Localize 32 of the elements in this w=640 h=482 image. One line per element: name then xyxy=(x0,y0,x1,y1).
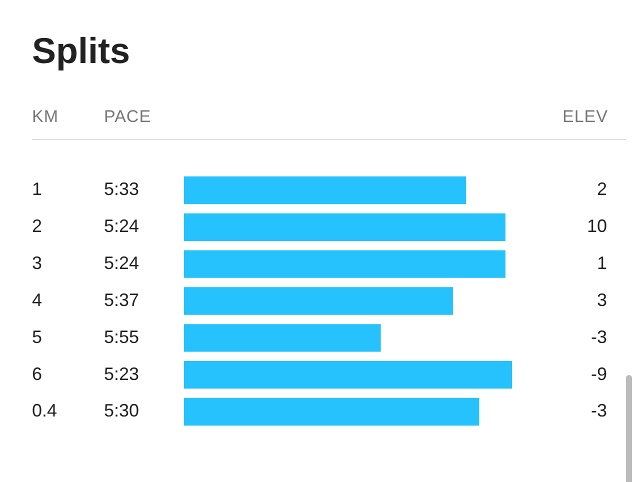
text: 10 xyxy=(586,216,607,236)
y-axis-title: KM xyxy=(32,107,58,127)
text: 5:24 xyxy=(104,253,140,274)
bar xyxy=(184,398,480,426)
y-tick-label: 4 xyxy=(32,290,42,310)
text: 5:30 xyxy=(104,400,140,421)
bar xyxy=(184,213,506,242)
bar xyxy=(184,360,512,389)
chart-title: Splits xyxy=(32,30,130,72)
text: 1 xyxy=(596,253,607,274)
text: PACE xyxy=(104,107,152,127)
text: 3 xyxy=(596,290,607,310)
bar xyxy=(184,250,506,278)
text: 5:37 xyxy=(104,290,140,310)
y-tick-label: 6 xyxy=(32,364,42,384)
text: -9 xyxy=(590,364,607,384)
text: ELEV xyxy=(562,107,608,127)
y-tick-label: 2 xyxy=(32,216,42,236)
text: 5:33 xyxy=(104,179,140,200)
text: 5:55 xyxy=(104,326,140,347)
text: 2 xyxy=(596,179,607,200)
bar xyxy=(184,287,453,315)
text: 5:23 xyxy=(104,364,140,384)
y-tick-label: 5 xyxy=(32,326,42,347)
y-tick-label: 3 xyxy=(32,253,42,274)
y-tick-label: 1 xyxy=(32,179,42,200)
bar xyxy=(184,324,381,352)
text: -3 xyxy=(590,326,607,347)
text: -3 xyxy=(590,400,607,421)
y-tick-label: 0.4 xyxy=(32,400,58,421)
bar xyxy=(184,176,466,204)
text: 5:24 xyxy=(104,216,140,236)
